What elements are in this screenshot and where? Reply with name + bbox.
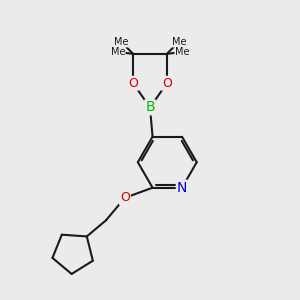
Text: O: O: [128, 77, 138, 90]
Text: Me: Me: [110, 47, 125, 57]
Text: O: O: [120, 191, 130, 204]
Text: O: O: [162, 77, 172, 90]
Text: N: N: [177, 181, 187, 195]
Text: Me: Me: [114, 37, 128, 47]
Text: Me: Me: [175, 47, 190, 57]
Text: Me: Me: [172, 37, 186, 47]
Text: B: B: [145, 100, 155, 114]
